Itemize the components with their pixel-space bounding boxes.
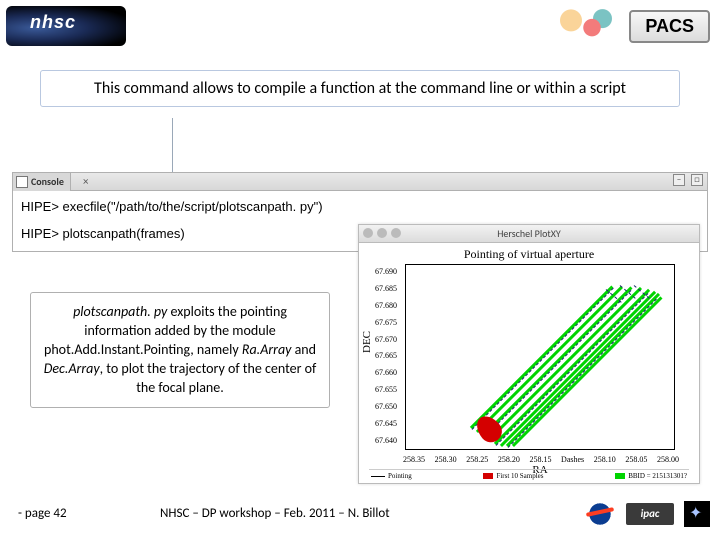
code-ref: Ra.Array <box>242 341 292 358</box>
page-number: - page 42 <box>18 506 67 521</box>
slide-footer: - page 42 NHSC – DP workshop – Feb. 2011… <box>0 500 720 530</box>
pacs-badge: PACS <box>629 10 710 43</box>
pointing-track <box>496 293 649 446</box>
maximize-icon[interactable]: □ <box>691 174 703 186</box>
console-tab[interactable]: Console <box>13 173 71 191</box>
legend-item: Pointing <box>371 471 412 481</box>
x-ticks: 258.35258.30258.25258.20258.15Dashes258.… <box>403 455 679 464</box>
ipac-logo: ipac <box>626 503 674 525</box>
explain-text: and <box>291 341 316 358</box>
code-ref: plotscanpath. py <box>73 303 167 320</box>
scan-leg <box>488 287 642 441</box>
minimize-icon[interactable]: – <box>673 174 685 186</box>
close-icon[interactable]: × <box>83 175 88 188</box>
explain-text: , to plot the trajectory of the center o… <box>100 360 317 396</box>
legend-item: First 10 Samples <box>483 471 543 481</box>
explanation-box: plotscanpath. py exploits the pointing i… <box>30 292 330 408</box>
footer-logos: ipac <box>584 500 710 528</box>
nasa-logo-icon <box>584 500 616 528</box>
code-ref: Dec.Array <box>44 360 100 377</box>
accessory-logo-icon <box>684 501 710 527</box>
callout-arrow <box>172 118 173 176</box>
window-controls: – □ <box>673 174 703 186</box>
plot-legend: Pointing First 10 Samples BBID = 2151313… <box>369 469 689 481</box>
scan-leg <box>500 291 656 447</box>
pointing-track <box>484 290 632 438</box>
plot-titlebar: Herschel PlotXY <box>359 225 699 243</box>
footer-text: NHSC – DP workshop – Feb. 2011 – N. Bill… <box>160 506 390 521</box>
legend-item: BBID = 215131301? <box>615 471 687 481</box>
pointing-track <box>508 299 657 448</box>
plot-axes <box>405 264 675 450</box>
y-ticks: 67.69067.68567.68067.67567.67067.66567.6… <box>367 267 397 453</box>
console-tabbar: Console × – □ <box>13 173 707 191</box>
plot-title: Pointing of virtual aperture <box>365 247 693 262</box>
plot-body: Pointing of virtual aperture DEC 67.6906… <box>359 243 699 476</box>
slide-header: nhsc PACS <box>0 0 720 52</box>
console-line: HIPE> execfile("/path/to/the/script/plot… <box>21 199 699 214</box>
decorative-blob <box>550 6 620 42</box>
window-title: Herschel PlotXY <box>497 227 561 240</box>
title-callout: This command allows to compile a functio… <box>40 70 680 107</box>
traffic-lights <box>363 228 401 238</box>
plot-window: Herschel PlotXY Pointing of virtual aper… <box>358 224 700 484</box>
nhsc-logo: nhsc <box>6 6 126 46</box>
